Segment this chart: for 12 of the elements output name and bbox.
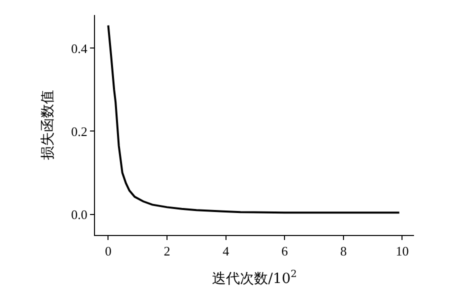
x-tick-label: 8 [340, 244, 347, 259]
y-tick-label: 0.4 [71, 40, 88, 56]
x-tick-label: 6 [281, 244, 288, 259]
y-axis-title: 损失函数值 [40, 90, 56, 160]
x-tick-label: 4 [222, 244, 230, 259]
x-axis-title: 迭代次数/10$^{2}$ [212, 269, 297, 287]
x-tick-label: 0 [104, 244, 112, 259]
x-tick-label: 2 [164, 244, 170, 259]
line-series [107, 24, 400, 214]
y-tick-label: 0.2 [71, 124, 88, 139]
y-tick-label: 0.0 [71, 206, 88, 222]
x-tick-label: 10 [396, 244, 409, 259]
